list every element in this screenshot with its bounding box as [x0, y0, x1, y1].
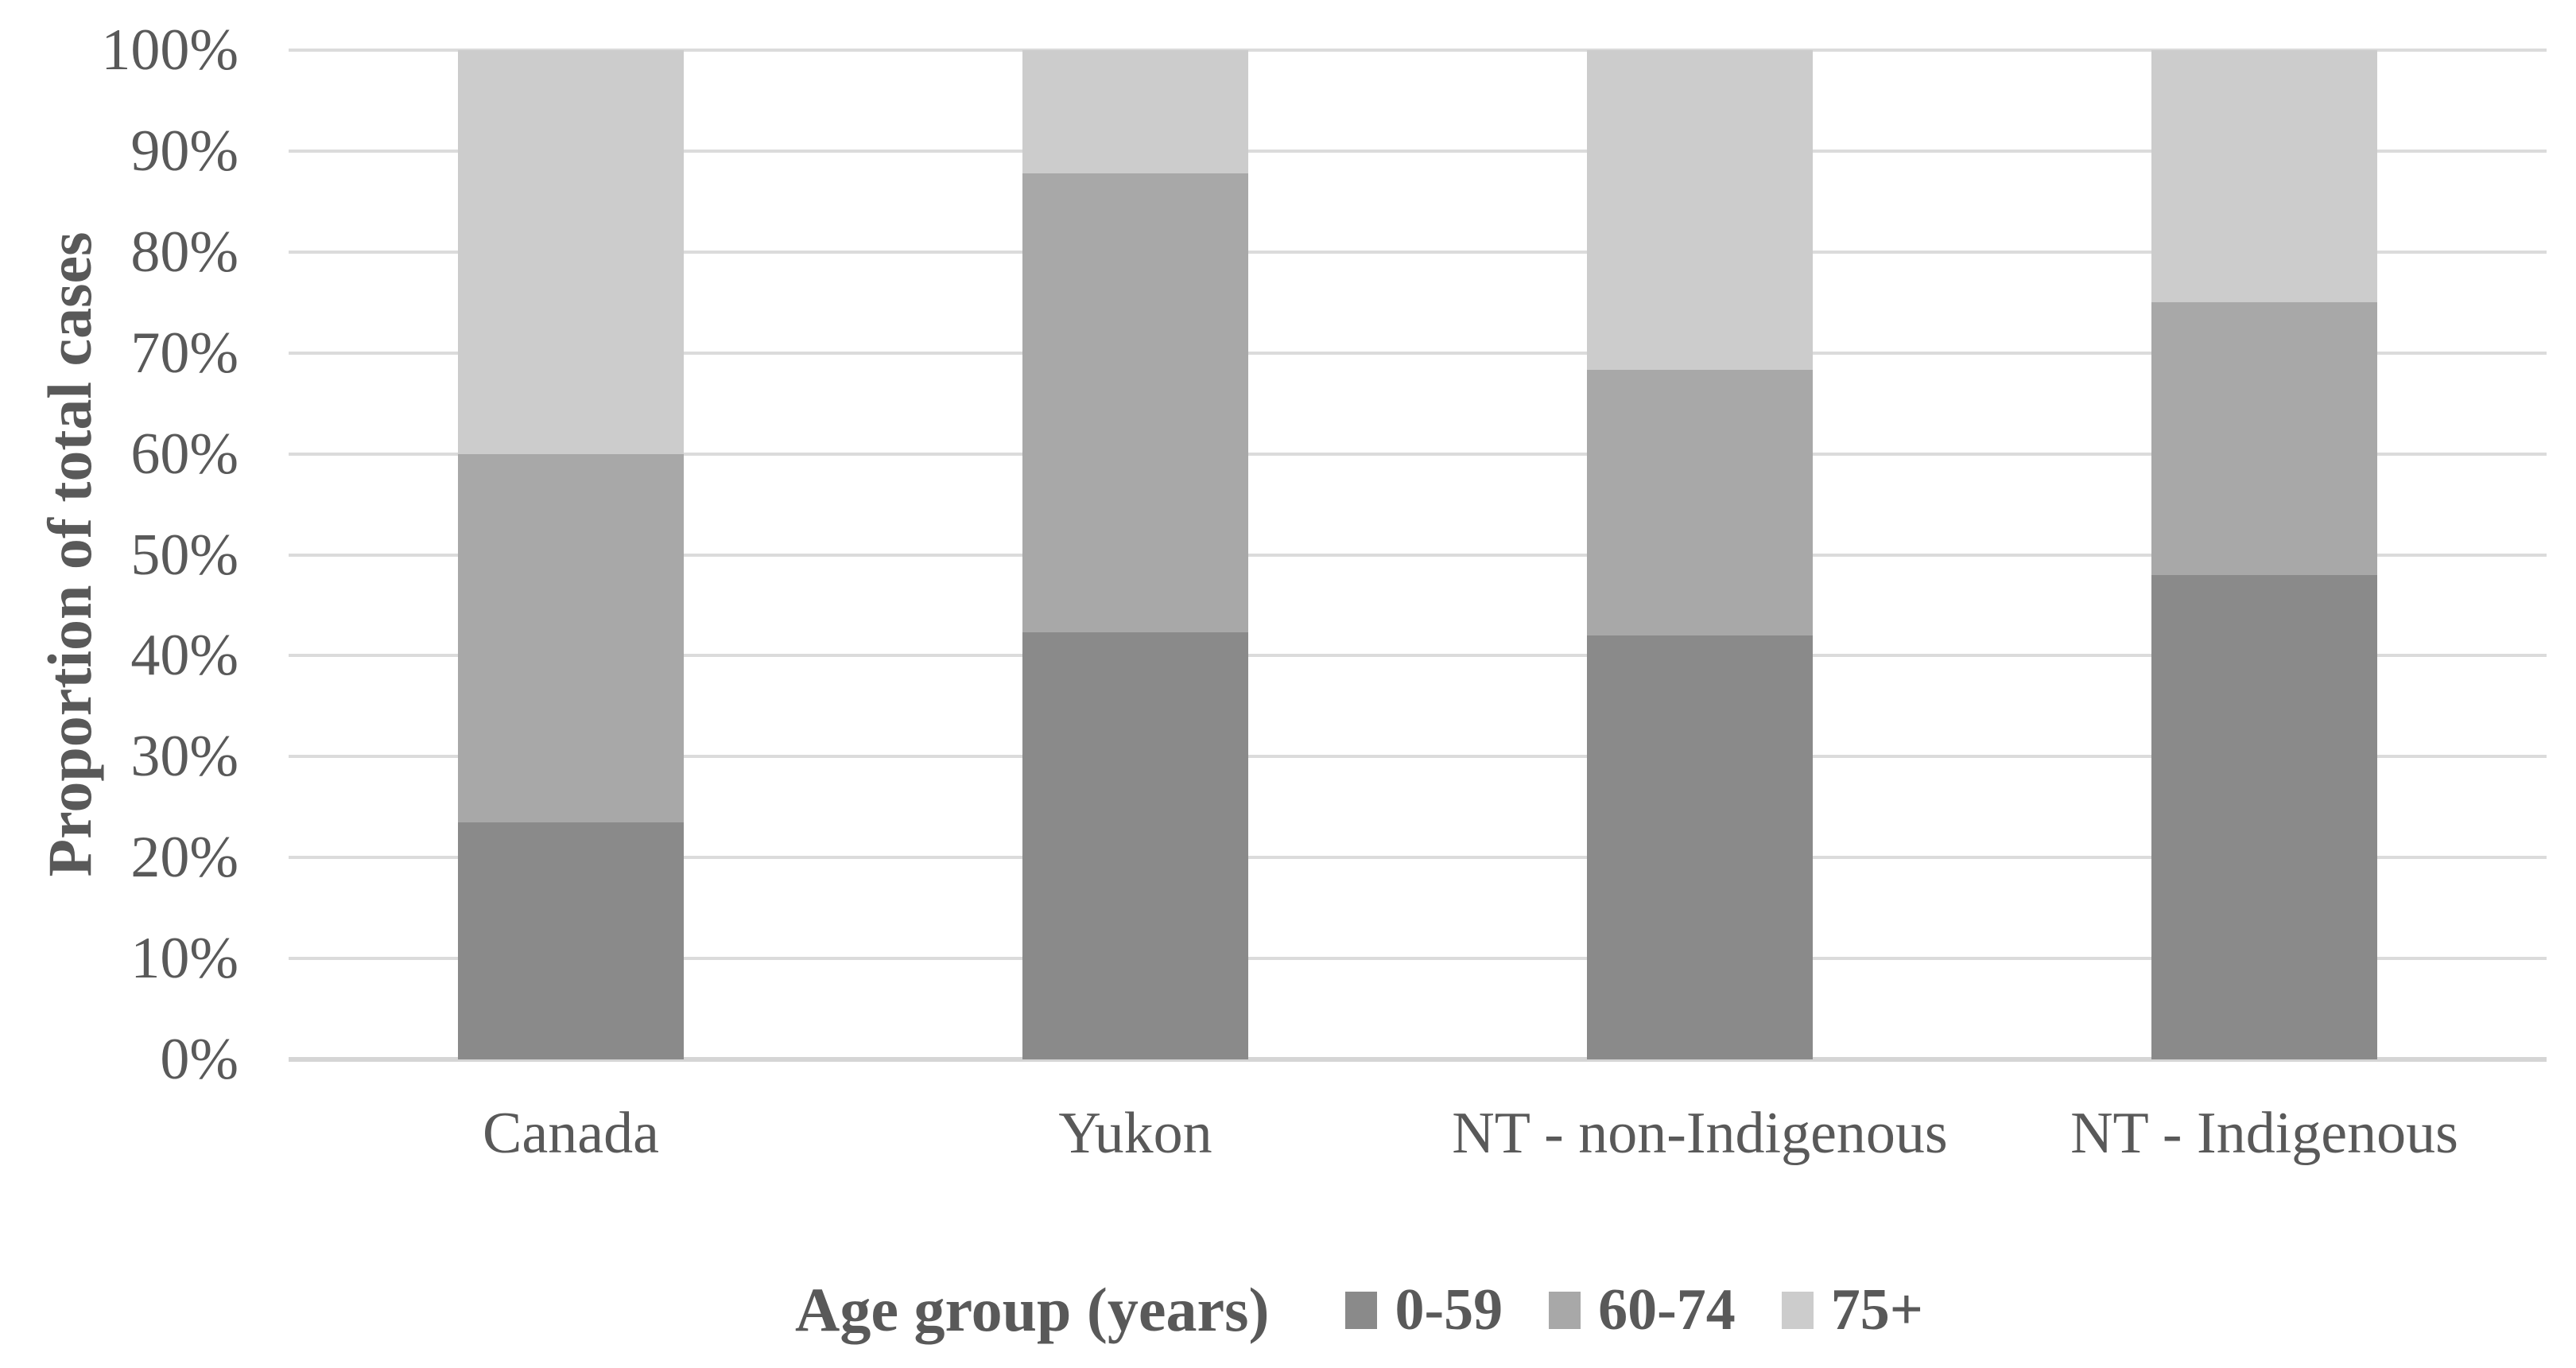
gridline: [289, 149, 2547, 153]
bar-slot-canada: [289, 50, 853, 1059]
plot-area: [289, 49, 2547, 1062]
legend-item-75: 75+: [1781, 1277, 1923, 1343]
category-label-nt-non-indigenous: NT - non-Indigenous: [1452, 1101, 1948, 1166]
legend-swatch-75: [1781, 1291, 1814, 1329]
y-tick-label-20: 20%: [130, 825, 239, 891]
gridline: [289, 856, 2547, 860]
y-tick-label-80: 80%: [130, 219, 239, 285]
gridline: [289, 351, 2547, 355]
segment-nt-non-indigenous-0-59: [1587, 635, 1813, 1059]
bar-yukon: [1022, 50, 1248, 1059]
y-tick-label-90: 90%: [130, 118, 239, 184]
y-tick-label-50: 50%: [130, 522, 239, 588]
segment-nt-non-indigenous-60-74: [1587, 370, 1813, 636]
legend-swatch-60-74: [1549, 1291, 1581, 1329]
y-tick-label-30: 30%: [130, 724, 239, 790]
gridline: [289, 755, 2547, 759]
y-tick-label-10: 10%: [130, 926, 239, 992]
segment-nt-non-indigenous-75: [1587, 50, 1813, 371]
legend-swatch-0-59: [1345, 1291, 1378, 1329]
legend-items: 0-59 60-74 75+: [1345, 1277, 1923, 1343]
legend-label-0-59: 0-59: [1395, 1277, 1503, 1343]
gridline: [289, 957, 2547, 961]
y-tick-label-70: 70%: [130, 320, 239, 386]
category-label-canada: Canada: [483, 1101, 659, 1166]
legend-item-0-59: 0-59: [1345, 1281, 1503, 1339]
legend-label-60-74: 60-74: [1598, 1277, 1736, 1343]
segment-yukon-75: [1022, 50, 1248, 173]
segment-nt-indigenous-60-74: [2151, 302, 2377, 575]
y-tick-label-0: 0%: [160, 1027, 239, 1092]
gridline: [289, 452, 2547, 456]
x-axis-category-labels: Canada Yukon NT - non-Indigenous NT - Indig…: [289, 1104, 2547, 1191]
legend-label-75: 75+: [1830, 1277, 1923, 1343]
x-axis-line: [289, 1057, 2547, 1062]
legend: Age group (years) 0-59 60-74 75+: [795, 1263, 1923, 1357]
segment-canada-60-74: [458, 453, 684, 822]
segment-canada-0-59: [458, 822, 684, 1059]
segment-canada-75: [458, 50, 684, 454]
bar-nt-non-indigenous: [1587, 50, 1813, 1059]
segment-nt-indigenous-0-59: [2151, 574, 2377, 1059]
y-axis-tick-labels: 0% 10% 20% 30% 40% 50% 60% 70% 80% 90% 100%: [0, 0, 239, 1368]
y-tick-label-40: 40%: [130, 623, 239, 689]
bar-slot-nt-non-indigenous: [1418, 50, 1982, 1059]
category-label-yukon: Yukon: [1058, 1101, 1212, 1166]
segment-yukon-60-74: [1022, 173, 1248, 633]
y-tick-label-60: 60%: [130, 421, 239, 487]
gridline: [289, 250, 2547, 254]
gridline: [289, 654, 2547, 658]
category-label-nt-indigenous: NT - Indigenous: [2070, 1101, 2458, 1166]
bar-slot-nt-indigenous: [1982, 50, 2547, 1059]
legend-title: Age group (years): [795, 1275, 1270, 1344]
bar-nt-indigenous: [2151, 50, 2377, 1059]
y-tick-label-100: 100%: [101, 17, 239, 83]
segment-nt-indigenous-75: [2151, 50, 2377, 303]
gridline: [289, 49, 2547, 52]
legend-item-60-74: 60-74: [1549, 1281, 1736, 1339]
bar-slot-yukon: [853, 50, 1418, 1059]
gridline: [289, 553, 2547, 557]
segment-yukon-0-59: [1022, 632, 1248, 1059]
bar-canada: [458, 50, 684, 1059]
